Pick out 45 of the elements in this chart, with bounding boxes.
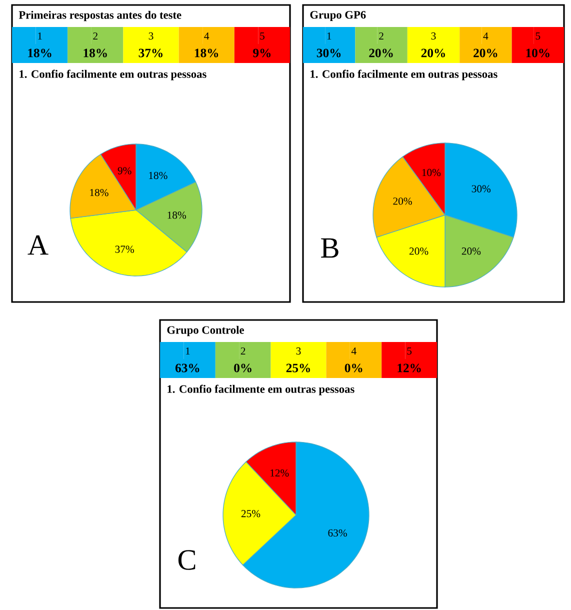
chart-title: Grupo GP6 <box>310 11 366 21</box>
text: 1. Confio facilmente em outras pessoas <box>168 384 354 396</box>
data-label: 10% <box>422 168 441 176</box>
text: C <box>178 550 196 570</box>
data-label: 20% <box>462 248 481 255</box>
text: 37% <box>138 48 162 58</box>
text: 1. Confio facilmente em outras pessoas <box>20 70 206 80</box>
data-label: 18% <box>168 212 186 219</box>
legend-label: 2 <box>93 32 98 40</box>
text: 0% <box>234 364 252 372</box>
data-label: 20% <box>393 198 412 205</box>
legend-label: 4 <box>204 32 210 40</box>
text: 9% <box>253 48 271 58</box>
legend-label: 5 <box>536 32 540 40</box>
data-label: 18% <box>90 188 108 196</box>
data-label: 37% <box>115 246 134 253</box>
text: B <box>321 238 338 258</box>
text: 18% <box>194 48 218 58</box>
text: 0% <box>344 364 362 372</box>
chart-title: Grupo Controle <box>167 326 244 336</box>
text: 12% <box>398 364 421 372</box>
legend-label: 5 <box>260 32 264 40</box>
data-label: 9% <box>118 167 132 174</box>
text: 1. Confio facilmente em outras pessoas <box>310 70 498 80</box>
text: 63% <box>175 364 200 372</box>
legend-label: 1 <box>38 32 42 40</box>
text: 30% <box>316 48 341 58</box>
text: 25% <box>286 364 310 372</box>
text: 10% <box>526 48 550 58</box>
text: 20% <box>369 48 393 58</box>
data-label: 63% <box>328 529 347 537</box>
legend-label: 5 <box>407 347 412 355</box>
data-label: 20% <box>409 248 428 255</box>
data-label: 18% <box>149 172 168 180</box>
data-label: 12% <box>270 469 289 477</box>
text: A <box>28 235 48 255</box>
text: 18% <box>84 48 107 58</box>
legend-label: 3 <box>148 32 154 40</box>
text: 20% <box>474 48 498 58</box>
text: 18% <box>28 48 52 58</box>
data-label: 25% <box>241 510 260 518</box>
data-label: 30% <box>472 185 491 192</box>
legend-label: 4 <box>351 347 356 355</box>
text: 20% <box>421 48 445 58</box>
chart-title: Primeiras respostas antes do teste <box>18 10 182 22</box>
